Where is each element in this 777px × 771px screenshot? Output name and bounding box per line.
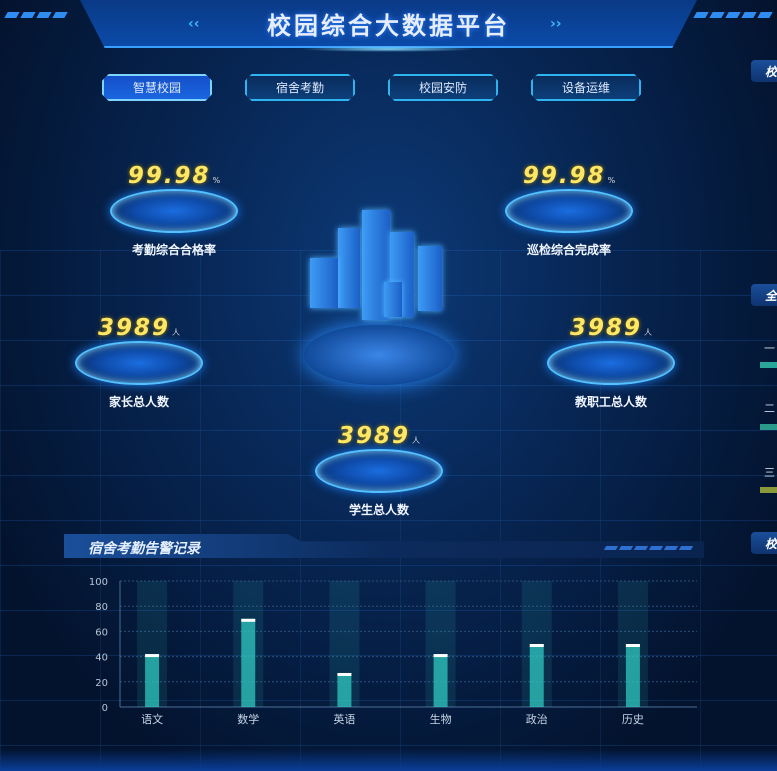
chevron-left-icon: ‹‹ (188, 16, 200, 32)
kpi-disc (547, 341, 675, 385)
kpi-unit: 人 (412, 436, 420, 445)
kpi-value: 99.98 (522, 163, 606, 189)
right-panel-header-1: 校 (751, 60, 777, 82)
y-tick-label: 60 (95, 627, 108, 638)
right-row-label: 二 (764, 402, 775, 415)
kpi-unit: 人 (172, 328, 180, 337)
kpi-value: 3989 (569, 315, 642, 341)
kpi-disc (110, 189, 238, 233)
bar-cap (145, 654, 160, 658)
bar (241, 618, 256, 707)
right-panel-header-3: 校 (751, 532, 777, 554)
x-tick-label: 数学 (237, 712, 259, 726)
right-row-bar (760, 424, 777, 430)
kpi-value: 3989 (337, 423, 410, 449)
y-tick-label: 20 (95, 678, 108, 689)
center-3d-illustration (272, 200, 487, 400)
y-tick-label: 0 (102, 703, 108, 714)
bar (337, 672, 352, 707)
bar (625, 644, 640, 707)
nav-tabs: 智慧校园 宿舍考勤 校园安防 设备运维 (102, 74, 641, 101)
kpi-disc (505, 189, 633, 233)
right-row-bar (760, 487, 777, 493)
kpi-disc (75, 341, 203, 385)
kpi-staff: 3989 人 教职工总人数 (536, 315, 686, 410)
y-tick-label: 80 (95, 602, 108, 613)
tab-device-maintenance[interactable]: 设备运维 (531, 74, 641, 101)
bar (433, 654, 448, 707)
tab-smart-campus[interactable]: 智慧校园 (102, 74, 212, 101)
kpi-disc (315, 449, 443, 493)
right-row-bar (760, 362, 777, 368)
y-tick-label: 100 (89, 577, 108, 588)
kpi-value: 99.98 (127, 163, 211, 189)
right-row-label: 一 (764, 342, 775, 355)
kpi-attendance-rate: 99.98% 考勤综合合格率 (99, 163, 249, 258)
header-glow (300, 46, 477, 52)
right-row-label: 三 (764, 466, 775, 479)
kpi-unit: 人 (644, 328, 652, 337)
x-tick-label: 生物 (430, 712, 452, 726)
y-tick-label: 40 (95, 653, 108, 664)
tab-campus-security[interactable]: 校园安防 (388, 74, 498, 101)
kpi-label: 考勤综合合格率 (131, 243, 216, 257)
kpi-parents: 3989 人 家长总人数 (64, 315, 214, 410)
bar-cap (529, 644, 544, 647)
x-tick-label: 英语 (333, 712, 355, 726)
x-tick-label: 语文 (141, 712, 163, 726)
bar-cap (433, 654, 448, 658)
panel-stripes (603, 546, 694, 550)
alarm-bar-chart: 0 20 40 60 80 100 语文 数学 英语 生物 政治 历史 (89, 577, 697, 726)
kpi-label: 巡检综合完成率 (526, 243, 611, 257)
kpi-patrol-rate: 99.98% 巡检综合完成率 (494, 163, 644, 258)
page-title: 校园综合大数据平台 (267, 12, 510, 40)
platform-base (304, 325, 454, 385)
alarm-panel-title: 宿舍考勤告警记录 (88, 541, 200, 557)
kpi-label: 家长总人数 (108, 395, 169, 409)
kpi-unit: % (607, 176, 616, 185)
tab-dorm-attendance[interactable]: 宿舍考勤 (245, 74, 355, 101)
bar (145, 654, 160, 707)
kpi-students: 3989 人 学生总人数 (304, 423, 454, 518)
bar (529, 644, 544, 707)
bar-cap (337, 672, 352, 676)
footer-glow (0, 749, 777, 771)
kpi-value: 3989 (97, 315, 170, 341)
kpi-label: 教职工总人数 (574, 395, 647, 409)
right-panel-header-2: 全 (751, 284, 777, 306)
kpi-unit: % (212, 176, 221, 185)
kpi-label: 学生总人数 (348, 503, 409, 517)
header: ‹‹ ›› 校园综合大数据平台 (0, 0, 777, 56)
chevron-right-icon: ›› (550, 16, 562, 32)
bar-cap (241, 618, 256, 622)
x-tick-label: 政治 (526, 712, 548, 726)
bar-cap (625, 644, 640, 647)
x-tick-label: 历史 (622, 713, 644, 726)
